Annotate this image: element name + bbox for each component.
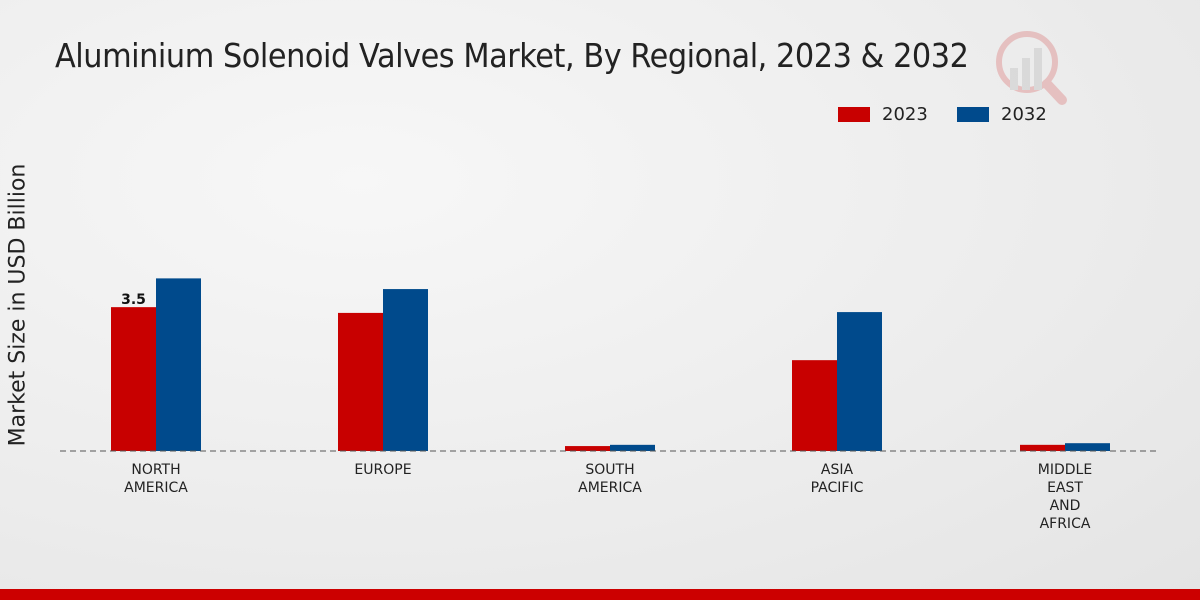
- chart-title: Aluminium Solenoid Valves Market, By Reg…: [55, 36, 969, 75]
- legend-label-2023: 2023: [882, 104, 928, 125]
- watermark-logo-icon: [996, 31, 1067, 105]
- legend-swatch-2032: [957, 107, 989, 122]
- x-tick-label: NORTH AMERICA: [124, 462, 188, 496]
- legend-label-2032: 2032: [1001, 104, 1047, 125]
- bar-2032-middle-east-and-africa: [1065, 443, 1110, 451]
- x-tick-label: MIDDLE EAST AND AFRICA: [1038, 462, 1092, 532]
- legend-item-2023: 2023: [838, 104, 928, 125]
- bar-2032-asia-pacific: [837, 312, 882, 451]
- bar-2032-north-america: [156, 278, 201, 451]
- bar-2023-south-america: [565, 446, 610, 451]
- bar-2032-south-america: [610, 444, 655, 451]
- footer-bar: [0, 589, 1200, 600]
- bar-2023-middle-east-and-africa: [1020, 444, 1065, 451]
- legend-swatch-2023: [838, 107, 870, 122]
- x-tick-label: ASIA PACIFIC: [811, 462, 864, 496]
- x-tick-label: EUROPE: [354, 462, 411, 478]
- bar-2032-europe: [383, 289, 428, 451]
- x-tick-label: SOUTH AMERICA: [578, 462, 642, 496]
- bar-2023-europe: [338, 312, 383, 451]
- legend-item-2032: 2032: [957, 104, 1047, 125]
- bar-2023-north-america: [111, 307, 156, 451]
- data-label: 3.5: [121, 292, 146, 308]
- bar-2023-asia-pacific: [792, 360, 837, 451]
